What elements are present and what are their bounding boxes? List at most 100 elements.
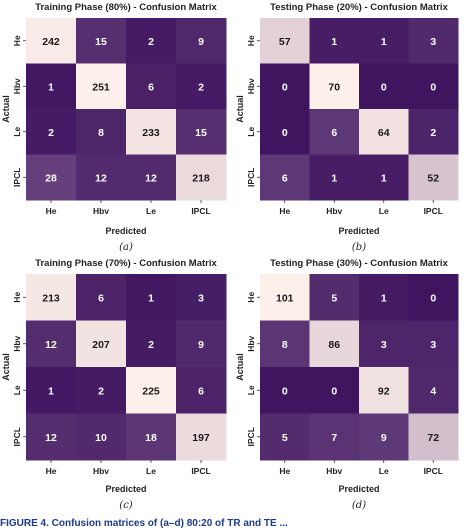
cell-value-label: 1 <box>148 292 154 304</box>
y-tick-label: He <box>12 292 22 303</box>
cell-value-label: 1 <box>381 292 387 304</box>
heatmap-cell <box>76 320 127 368</box>
x-tick-label: Le <box>146 206 156 216</box>
subfigure-caption: (d) <box>352 500 366 511</box>
y-tick-label: Hbv <box>246 78 256 94</box>
cell-value-label: 2 <box>148 339 154 351</box>
y-tick-label: IPCL <box>246 427 256 446</box>
heatmap-cell <box>359 109 409 155</box>
heatmap-cell <box>76 63 127 110</box>
cell-value-label: 9 <box>198 339 204 351</box>
cell-value-label: 6 <box>148 81 154 93</box>
heatmap-cell <box>26 18 77 64</box>
x-tick-label: He <box>279 206 290 216</box>
confusion-matrix-figure: Training Phase (80%) - Confusion Matrix 2… <box>1 2 459 511</box>
x-axis-title: Predicted <box>338 484 379 494</box>
cell-value-label: 225 <box>142 385 160 397</box>
y-tick-label: He <box>12 35 22 46</box>
x-tick-label: Hbv <box>93 466 109 476</box>
cell-value-label: 3 <box>430 339 436 351</box>
heatmap-cell <box>408 367 459 414</box>
heatmap-cell <box>76 154 127 201</box>
heatmap-cell <box>76 413 127 461</box>
y-tick-label: Hbv <box>246 335 256 351</box>
heatmap-cell <box>260 109 310 155</box>
panel-title: Training Phase (70%) - Confusion Matrix <box>35 258 217 269</box>
cell-value-label: 3 <box>381 339 387 351</box>
cell-value-label: 2 <box>98 385 104 397</box>
cell-value-label: 0 <box>282 385 288 397</box>
cell-value-label: 8 <box>98 127 104 139</box>
x-tick-label: Le <box>379 206 389 216</box>
y-axis-title: Actual <box>1 95 11 123</box>
x-tick-label: IPCL <box>424 466 443 476</box>
cell-value-label: 0 <box>331 385 337 397</box>
heatmap-cell <box>76 367 127 414</box>
heatmap-cell <box>359 413 409 461</box>
heatmap-cell <box>126 154 177 201</box>
cell-value-label: 9 <box>381 432 387 444</box>
heatmap-cell <box>176 154 227 201</box>
cell-value-label: 15 <box>195 127 207 139</box>
confusion-matrix-panel-4: Testing Phase (30%) - Confusion Matrix10… <box>235 258 459 511</box>
heatmap-cell <box>176 18 227 64</box>
cell-value-label: 70 <box>328 81 340 93</box>
heatmap-cell <box>126 413 177 461</box>
figure-caption: FIGURE 4. Confusion matrices of (a–d) 80… <box>0 518 288 529</box>
panel-title: Testing Phase (30%) - Confusion Matrix <box>270 258 448 269</box>
heatmap-cell <box>408 18 459 64</box>
y-axis-title: Actual <box>1 353 11 381</box>
heatmap-cell <box>408 63 459 110</box>
cell-value-label: 2 <box>148 36 154 48</box>
cell-value-label: 1 <box>331 172 337 184</box>
cell-value-label: 1 <box>381 36 387 48</box>
heatmap-cell <box>260 320 310 368</box>
y-axis-title: Actual <box>235 353 245 381</box>
cell-value-label: 2 <box>198 81 204 93</box>
y-axis-title: Actual <box>235 95 245 123</box>
y-tick-label: IPCL <box>12 427 22 446</box>
cell-value-label: 57 <box>279 36 291 48</box>
heatmap-cell <box>309 367 360 414</box>
heatmap-cell <box>26 367 77 414</box>
heatmap-cell <box>260 63 310 110</box>
y-tick-label: He <box>246 35 256 46</box>
panel-title: Testing Phase (20%) - Confusion Matrix <box>270 2 448 13</box>
cell-value-label: 6 <box>331 127 337 139</box>
heatmap-cell <box>359 154 409 201</box>
x-tick-label: IPCL <box>191 466 210 476</box>
cell-value-label: 2 <box>430 127 436 139</box>
cell-value-label: 72 <box>427 432 439 444</box>
heatmap-cell <box>359 18 409 64</box>
cell-value-label: 101 <box>276 292 294 304</box>
heatmap-cell <box>176 320 227 368</box>
heatmap-cell <box>26 154 77 201</box>
heatmap-cell <box>26 320 77 368</box>
confusion-matrix-panel-2: Testing Phase (20%) - Confusion Matrix 57… <box>235 2 459 253</box>
x-tick-label: IPCL <box>191 206 210 216</box>
heatmap-cell <box>26 109 77 155</box>
cell-value-label: 28 <box>45 172 57 184</box>
heatmap-cell <box>176 367 227 414</box>
cell-value-label: 8 <box>282 339 288 351</box>
heatmap-cell <box>260 367 310 414</box>
heatmap-cell <box>359 274 409 321</box>
heatmap-cell <box>26 413 77 461</box>
cell-value-label: 9 <box>198 36 204 48</box>
cell-value-label: 1 <box>48 385 54 397</box>
subfigure-caption: (a) <box>119 242 133 253</box>
heatmap-cell <box>126 109 177 155</box>
cell-value-label: 1 <box>48 81 54 93</box>
heatmap-cell <box>126 367 177 414</box>
cell-value-label: 12 <box>45 432 57 444</box>
subfigure-caption: (c) <box>119 500 133 511</box>
x-tick-label: Hbv <box>93 206 109 216</box>
heatmap-cell <box>26 63 77 110</box>
cell-value-label: 1 <box>381 172 387 184</box>
cell-value-label: 7 <box>331 432 337 444</box>
x-tick-label: Hbv <box>326 466 342 476</box>
heatmap-cell <box>260 274 310 321</box>
heatmap-cell <box>309 274 360 321</box>
heatmap-cell <box>309 109 360 155</box>
cell-value-label: 3 <box>198 292 204 304</box>
